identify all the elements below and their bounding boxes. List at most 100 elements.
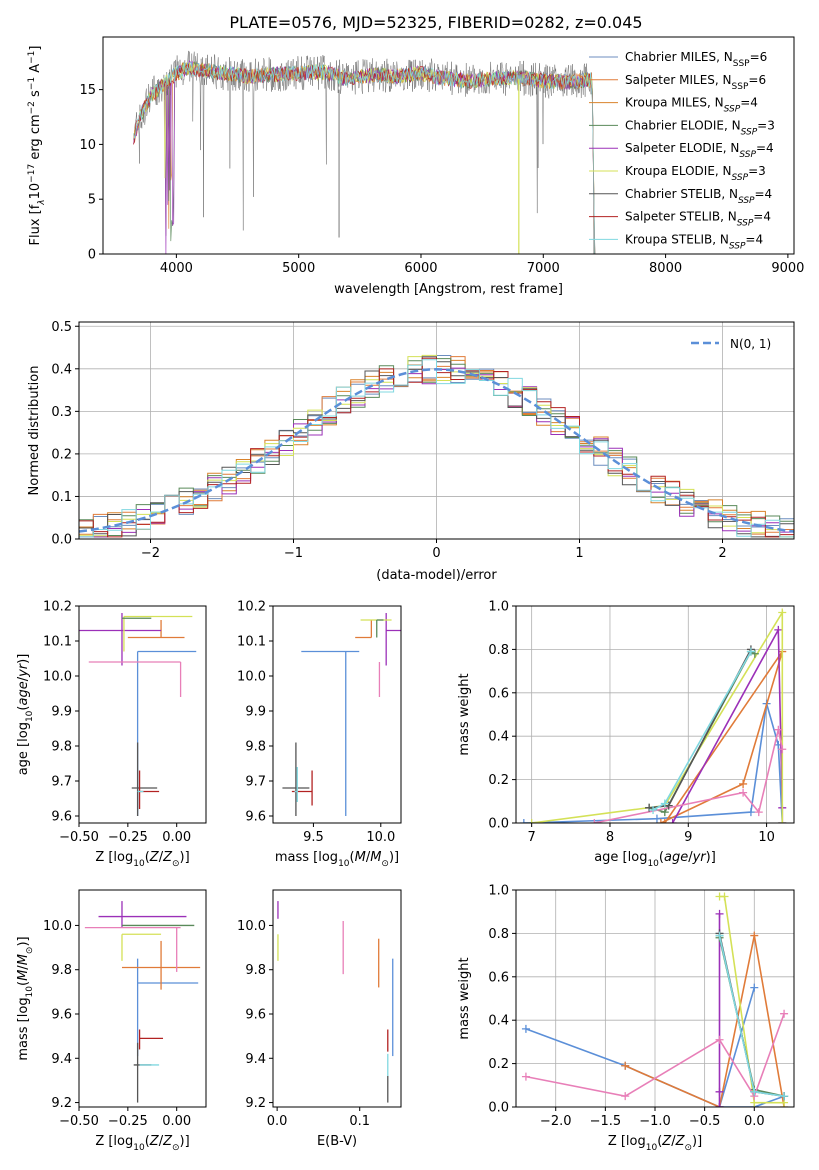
label-part: mass [log [275,850,338,865]
x-tick-label: 0.1 [349,1114,370,1129]
label-part: mass [log [16,997,31,1060]
x-tick-label: 9.5 [303,830,324,845]
label-part: Z [661,1134,672,1149]
x-axis-label: wavelength [Angstrom, rest frame] [334,282,563,297]
label-part: ( [350,850,355,865]
label-part: 10 [647,859,659,869]
weight-marker [715,1035,724,1044]
y-tick-label: 0.4 [488,1014,509,1029]
label-part: E(B-V) [317,1134,357,1149]
weight-marker [649,805,658,814]
y-axis-label: mass weight [457,673,472,755]
legend-count: =4 [745,232,763,246]
legend-sub: SSP [732,173,749,183]
x-tick-label: −0.25 [108,1114,148,1129]
y-axis-label: mass weight [457,957,472,1039]
axes-frame [272,889,402,1108]
legend-name: Salpeter ELODIE, N [625,141,739,155]
x-axis-label: mass [log10(M/M⊙)] [275,850,399,869]
label-part: age [log [594,850,647,865]
weight-marker [715,1103,724,1107]
y-tick-label: 10.2 [43,600,72,615]
label-part: −1 [27,51,37,64]
legend-count: =6 [748,73,766,87]
label-part: ⊙ [25,947,35,955]
y-tick-label: 10.0 [237,670,266,685]
weight-marker [656,819,665,823]
label-part: M [370,850,381,865]
y-tick-label: 9.8 [51,740,72,755]
legend-label: Salpeter STELIB, NSSP=4 [625,210,771,229]
x-tick-label: 2 [718,546,726,561]
legend-count: =4 [753,210,771,224]
y-tick-label: 5 [88,193,96,208]
y-tick-label: 9.4 [245,1052,266,1067]
label-part: 10 [28,183,43,200]
y-tick-label: 15 [79,83,96,98]
mass-vs-ebv-panel: 0.0 0.1 9.2 9.4 9.6 9.8 10.0 E(B-V) [237,889,402,1149]
label-part: / [366,850,371,865]
axes-frame [515,889,795,1108]
x-tick-label: 6000 [404,261,437,276]
x-tick-label: 5000 [282,261,315,276]
weight-marker [715,1087,724,1096]
label-part: )] [692,1134,702,1149]
label-part: )] [16,654,31,664]
legend-name: Kroupa STELIB, N [625,232,729,246]
x-axis-label: Z [log10(Z/Z⊙)] [95,850,189,869]
label-part: / [16,676,31,681]
y-tick-label: 0.0 [51,533,72,548]
weight-line [660,651,784,823]
errorbars [79,613,197,816]
residuals-panel: −2 −1 0 1 2 0.0 0.1 0.2 0.3 0.4 0.5 N(0, 1) (data-mo… [27,320,795,583]
weight-lines [519,608,787,823]
label-part: / [688,850,693,865]
weight-marker [660,808,669,817]
errorbars [277,901,394,1103]
y-tick-label: 0.8 [488,927,509,942]
axes-frame [78,321,795,540]
legend-name: Salpeter MILES, N [625,73,732,87]
legend-label: Salpeter ELODIE, NSSP=4 [625,141,774,160]
weight-marker [778,819,787,823]
y-axis-label: mass [log10(M/M⊙)] [16,936,35,1060]
x-tick-label: 8 [606,830,614,845]
label-part: )] [180,1134,190,1149]
label-part: yr [16,662,31,678]
weight-marker [720,892,729,901]
label-part: λ [37,199,47,205]
y-tick-label: 9.8 [245,963,266,978]
axes-frame [272,605,402,824]
x-tick-label: −0.50 [59,1114,99,1129]
y-tick-label: 10.0 [43,670,72,685]
legend-sub: SSP [741,127,758,137]
label-part: age [log [16,722,31,775]
legend-label: Salpeter MILES, NSSP=6 [625,73,766,92]
label-part: )] [389,850,399,865]
y-tick-label: 9.9 [245,705,266,720]
weight-marker [750,983,759,992]
label-part: wavelength [Angstrom, rest frame] [334,282,563,297]
y-tick-label: 9.2 [245,1096,266,1111]
x-tick-label: 10 [758,830,775,845]
legend-label: Chabrier ELODIE, NSSP=3 [625,118,775,137]
x-tick-label: −0.25 [108,830,148,845]
mass-vs-metallicity-panel: −0.50 −0.25 0.009.29.49.69.810.0Z [log10(Z… [16,889,207,1153]
y-tick-label: 0.2 [488,1057,509,1072]
y-tick-label: 9.2 [51,1096,72,1111]
label-part: mass weight [457,957,472,1039]
x-tick-label: 0 [432,546,440,561]
axes-frame [515,605,795,824]
label-part: ( [659,850,664,865]
weight-marker [519,819,528,823]
legend-label: N(0, 1) [730,337,771,351]
legend-name: Kroupa MILES, N [625,96,724,110]
label-part: ( [145,850,150,865]
label-part: 10 [133,859,145,869]
mass-weight-vs-metallicity-panel: −2.0 −1.5 −1.0 −0.5 0.0 0.0 0.2 0.4 0.6 0.8 1.0 Z [… [457,884,795,1153]
weight-marker [660,819,669,823]
label-part: Z [675,1134,686,1149]
label-part: ⊙ [172,1143,180,1153]
y-tick-label: 10.0 [43,919,72,934]
